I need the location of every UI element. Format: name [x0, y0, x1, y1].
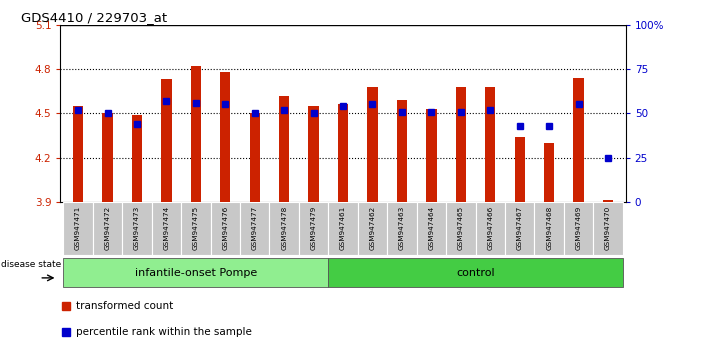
Text: GSM947470: GSM947470 — [605, 206, 611, 251]
Text: GSM947471: GSM947471 — [75, 206, 81, 251]
Bar — [368, 87, 378, 202]
Text: GSM947469: GSM947469 — [576, 206, 582, 251]
Bar — [102, 113, 112, 202]
Text: GSM947466: GSM947466 — [487, 206, 493, 251]
Text: GSM947475: GSM947475 — [193, 206, 199, 251]
Bar — [328, 258, 623, 287]
Bar — [446, 202, 476, 255]
Text: control: control — [456, 268, 495, 278]
Text: GSM947479: GSM947479 — [311, 206, 316, 251]
Bar — [220, 72, 230, 202]
Bar — [417, 202, 446, 255]
Bar — [73, 106, 83, 202]
Bar — [338, 104, 348, 202]
Bar — [476, 202, 505, 255]
Text: GSM947472: GSM947472 — [105, 206, 110, 251]
Text: GSM947476: GSM947476 — [223, 206, 228, 251]
Bar — [535, 202, 564, 255]
Bar — [250, 113, 260, 202]
Bar — [191, 66, 201, 202]
Bar — [279, 96, 289, 202]
Bar — [426, 109, 437, 202]
Text: GSM947477: GSM947477 — [252, 206, 258, 251]
Text: GSM947461: GSM947461 — [340, 206, 346, 251]
Bar — [456, 87, 466, 202]
Text: GSM947462: GSM947462 — [370, 206, 375, 251]
Bar — [387, 202, 417, 255]
Bar — [181, 202, 210, 255]
Bar — [328, 202, 358, 255]
Bar — [544, 143, 555, 202]
Bar — [515, 137, 525, 202]
Bar — [397, 100, 407, 202]
Bar — [63, 202, 93, 255]
Bar — [574, 78, 584, 202]
Text: GSM947473: GSM947473 — [134, 206, 140, 251]
Bar — [358, 202, 387, 255]
Bar — [603, 200, 613, 202]
Text: GSM947465: GSM947465 — [458, 206, 464, 251]
Text: GSM947468: GSM947468 — [546, 206, 552, 251]
Bar — [505, 202, 535, 255]
Text: GSM947467: GSM947467 — [517, 206, 523, 251]
Text: percentile rank within the sample: percentile rank within the sample — [76, 327, 252, 337]
Bar — [93, 202, 122, 255]
Bar — [210, 202, 240, 255]
Text: GSM947474: GSM947474 — [164, 206, 169, 251]
Bar — [564, 202, 593, 255]
Bar — [309, 106, 319, 202]
Bar — [485, 87, 496, 202]
Bar — [269, 202, 299, 255]
Text: GDS4410 / 229703_at: GDS4410 / 229703_at — [21, 11, 167, 24]
Bar — [240, 202, 269, 255]
Text: transformed count: transformed count — [76, 301, 173, 311]
Text: infantile-onset Pompe: infantile-onset Pompe — [134, 268, 257, 278]
Text: GSM947464: GSM947464 — [428, 206, 434, 251]
Bar — [63, 258, 328, 287]
Bar — [122, 202, 151, 255]
Bar — [151, 202, 181, 255]
Bar — [299, 202, 328, 255]
Bar — [161, 79, 171, 202]
Text: GSM947463: GSM947463 — [399, 206, 405, 251]
Bar — [132, 115, 142, 202]
Text: GSM947478: GSM947478 — [281, 206, 287, 251]
Bar — [593, 202, 623, 255]
Text: disease state: disease state — [1, 260, 61, 269]
